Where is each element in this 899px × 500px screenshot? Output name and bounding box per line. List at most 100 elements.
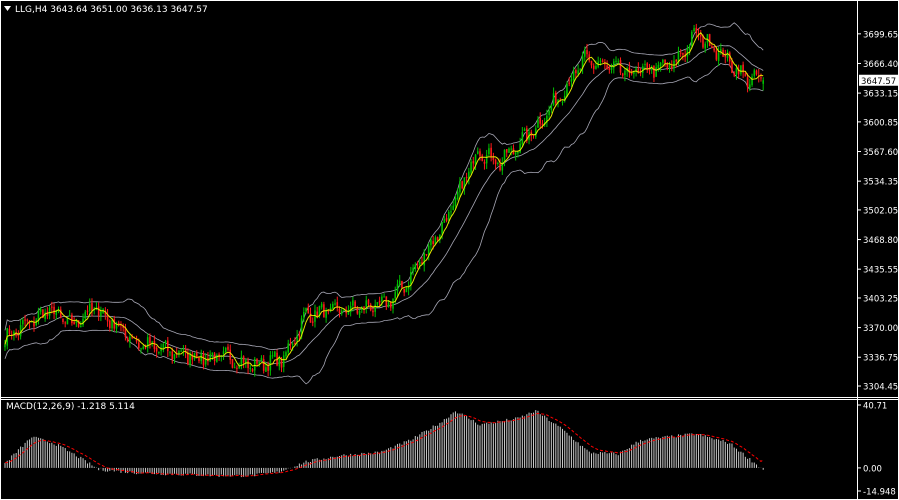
candle-body [704,43,707,49]
current-price-label: 3647.57 [861,77,896,87]
candle [296,329,298,347]
candle-body [418,261,421,265]
candle-body [726,52,729,59]
candle [403,288,405,297]
candle-body [224,347,227,353]
price-tick-label: 3600.85 [863,118,898,128]
candle [581,51,584,74]
price-tick-label: 3534.35 [863,178,898,188]
candle-body [158,352,160,354]
candle-body [369,304,372,311]
candle-body [193,353,196,359]
candle [610,63,613,74]
price-tick-label: 3567.60 [863,148,898,158]
candle [407,281,410,296]
candle-body [532,135,535,137]
candle-body [367,299,370,305]
candle-body [628,67,631,73]
candle [662,58,664,67]
candle [659,61,662,72]
candle-body [443,218,446,223]
candle [369,302,372,312]
candle [465,172,468,183]
candle-body [240,356,243,366]
candle-body [37,310,40,322]
candle-body [427,245,430,257]
candle-body [160,349,162,352]
candle [140,347,142,354]
candle [412,264,414,276]
candle [670,60,673,72]
candle [537,116,539,128]
candle-body [555,92,557,104]
candle [644,60,646,69]
candle-body [494,159,497,165]
candle [416,261,419,269]
candle-body [84,311,87,319]
candle [338,306,341,318]
candle-body [474,154,477,165]
candle [430,237,432,251]
candle-body [30,321,33,323]
candle [742,61,744,79]
candle-body [568,82,570,84]
candle-body [432,241,434,245]
candle-body [510,148,513,150]
candle [708,33,711,47]
price-panel[interactable] [1,1,857,396]
candle-body [245,360,247,364]
candle [191,351,194,365]
candle-body [753,70,756,76]
candle [713,45,715,53]
candle-body [135,338,138,342]
candle-body [4,344,6,348]
candle-body [479,151,481,156]
candle [488,143,490,157]
candle [44,308,46,322]
candle-body [403,288,405,293]
candle-body [166,340,169,352]
candle [86,305,89,316]
candle-body [548,110,550,115]
candle [303,307,305,322]
candle [699,29,702,43]
candle-body [269,355,272,371]
candle-body [378,300,381,303]
candle-body [592,65,595,69]
candle-body [75,320,78,324]
candle [418,258,421,270]
candle-body [762,80,764,84]
candle-body [376,302,379,305]
candle-body [708,34,711,47]
candle [142,344,145,350]
candle [410,266,412,291]
candle [149,333,151,349]
candle [307,303,310,314]
candle [728,51,731,67]
candle-body [329,307,332,312]
candle-body [51,306,53,308]
candle-body [236,367,238,369]
candle [291,341,294,351]
candle-body [488,148,490,155]
candle-body [412,267,414,272]
candle [216,353,218,363]
candle-body [695,27,698,34]
candle-body [394,291,397,299]
candle-body [325,310,327,318]
candle-body [381,296,383,302]
candle-body [644,64,646,66]
candle [385,296,388,310]
candle-body [285,352,287,357]
candle-body [97,306,100,316]
candle [347,305,350,315]
candle-body [679,52,682,54]
candle [135,335,138,344]
candle-body [733,72,736,76]
dropdown-triangle-icon[interactable] [4,6,11,11]
candle [691,30,693,49]
candle-body [523,129,526,131]
candle [621,72,624,79]
candle [336,296,339,312]
